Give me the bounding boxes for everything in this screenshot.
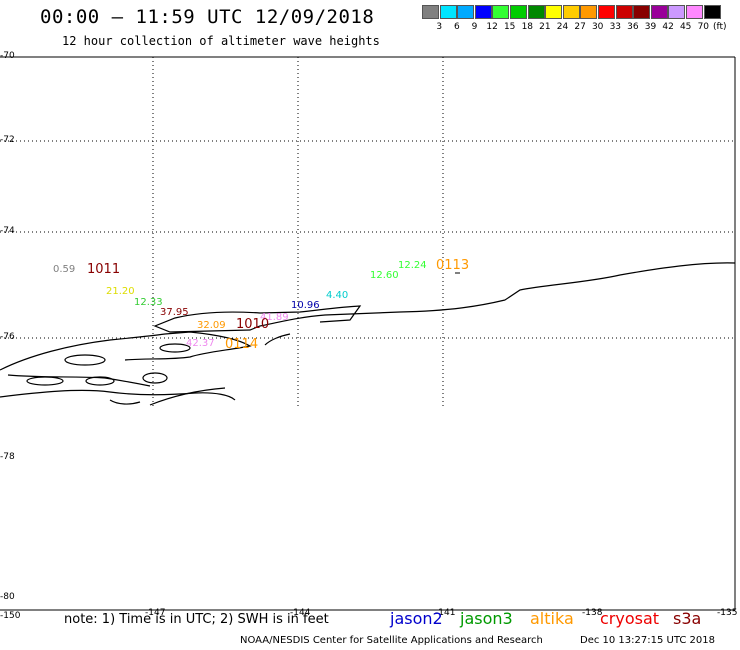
satellite-jason3: jason3 [460,609,513,628]
page-subtitle: 12 hour collection of altimeter wave hei… [62,34,380,48]
legend-swatch [686,5,703,19]
wave-height-label: 12.33 [134,297,163,308]
wave-height-label: 10.96 [291,300,320,311]
wave-height-label: 37.95 [160,307,189,318]
time-label: 0114 [225,337,259,352]
lon-label: -147 [145,608,166,618]
legend-value: 15 [503,22,516,32]
units-note: note: 1) Time is in UTC; 2) SWH is in fe… [64,612,329,627]
legend-value: 70 [697,22,710,32]
generated-timestamp: Dec 10 13:27:15 UTC 2018 [580,635,715,646]
legend-swatch [545,5,563,19]
lon-label: -141 [435,608,456,618]
legend-swatch [439,5,457,19]
legend-swatch [562,5,580,19]
lat-label: -74 [0,226,15,236]
wave-height-label: 32.09 [197,320,226,331]
time-label: 1011 [87,262,121,277]
lat-label: -76 [0,332,15,342]
footer-credit: NOAA/NESDIS Center for Satellite Applica… [240,635,543,646]
legend-swatch [703,5,721,19]
wave-height-label: 4.40 [326,290,349,301]
map-frame [0,56,736,611]
legend-unit: (ft) [713,22,727,32]
legend-value: 6 [454,22,460,32]
legend-value: 33 [609,22,622,32]
legend-value: 18 [521,22,534,32]
wave-height-label: 12.60 [370,270,399,281]
legend-value: 42 [662,22,674,32]
satellite-s3a: s3a [673,609,702,628]
legend-swatch [474,5,492,19]
wave-height-label: 21.20 [106,286,135,297]
lon-label: -144 [290,608,311,618]
lon-label: -150 [0,611,21,621]
legend-value: 45 [679,22,692,32]
legend-swatch [580,5,598,19]
coastline [0,262,736,406]
legend-value: 12 [486,22,498,32]
satellite-cryosat: cryosat [600,609,660,628]
legend-swatch [668,5,686,19]
wave-height-label: 12.24 [398,260,427,271]
legend-swatch [492,5,510,19]
legend-value: 9 [471,22,478,32]
lat-label: -78 [0,452,15,462]
lat-label: -72 [0,135,15,145]
legend-swatch [422,5,439,19]
legend-value: 36 [627,22,639,32]
satellite-jason2: jason2 [390,609,443,628]
lon-label: -135 [717,608,738,618]
legend-swatch [598,5,615,19]
time-label: 0113 [436,258,470,273]
lat-label: -70 [0,51,15,61]
satellite-altika: altika [530,609,574,628]
wave-height-label: 41.89 [260,312,289,323]
legend-swatch [615,5,633,19]
page-title: 00:00 – 11:59 UTC 12/09/2018 [40,6,375,28]
legend-value: 3 [436,22,443,32]
legend-value: 39 [644,22,657,32]
legend-value: 27 [574,22,586,32]
legend-swatch [457,5,475,19]
lat-label: -80 [0,592,15,602]
legend-swatch [633,5,651,19]
legend-swatch [510,5,527,19]
wave-height-label: 42.37 [186,338,215,349]
legend-value: 24 [556,22,569,32]
legend-value: 30 [591,22,604,32]
time-label: 1010 [236,317,270,332]
grid-lines [0,57,735,408]
legend-value: 21 [539,22,551,32]
wave-height-label: 0.59 [53,264,76,275]
lon-label: -138 [582,608,603,618]
legend-swatch [650,5,668,19]
legend-swatch [527,5,545,19]
